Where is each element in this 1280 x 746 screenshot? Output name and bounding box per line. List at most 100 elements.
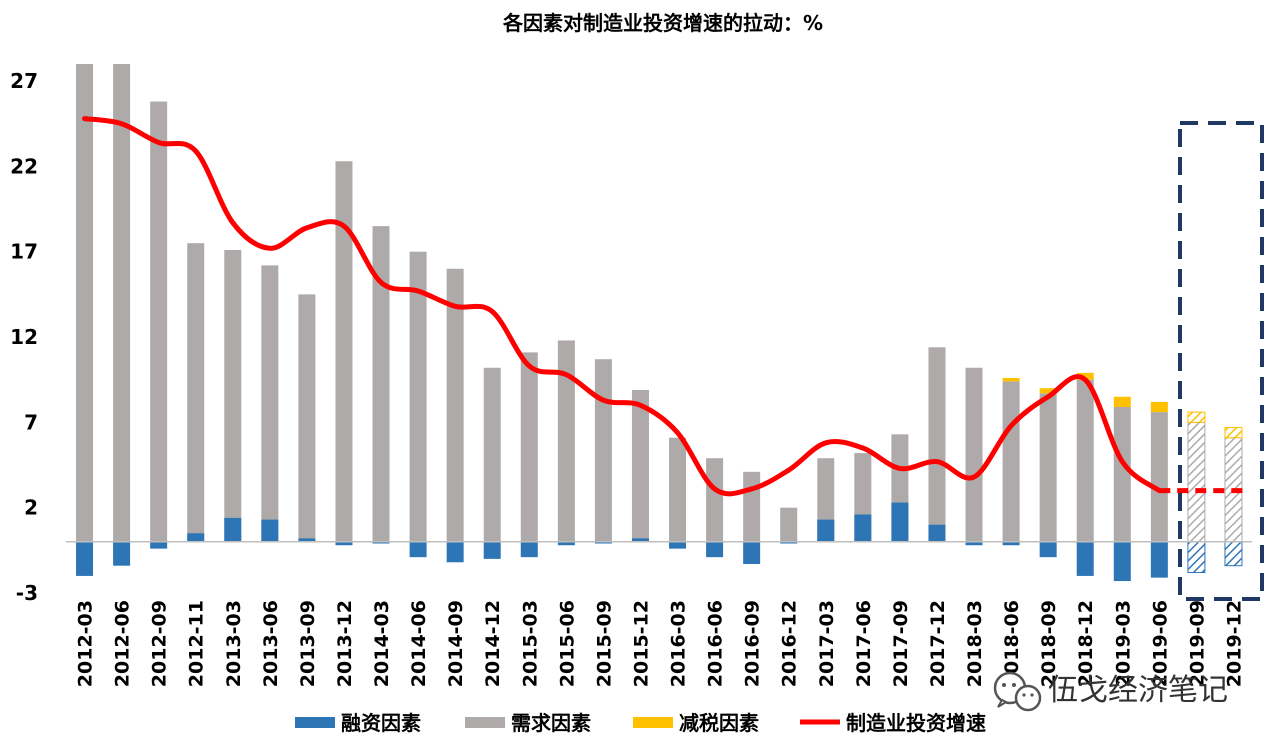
bar-demand: [1187, 421, 1206, 543]
x-tick-label: 2013-09: [297, 600, 319, 687]
growth-line: [82, 116, 1248, 497]
bar-financing: [669, 541, 687, 549]
y-tick-label: 7: [24, 410, 38, 434]
x-tick-label: 2018-12: [1075, 600, 1097, 687]
bar-demand: [743, 471, 761, 542]
x-tick-label: 2019-09: [1186, 600, 1208, 687]
bar-demand: [224, 250, 242, 542]
y-tick-label: 27: [10, 69, 38, 93]
bar-tax: [1002, 377, 1020, 382]
bar-financing: [520, 541, 538, 558]
bar-financing: [594, 541, 612, 544]
bar-financing: [409, 541, 427, 558]
bar-tax: [1150, 401, 1168, 413]
x-tick-label: 2016-03: [668, 600, 690, 687]
bars: [76, 64, 1243, 582]
bar-demand: [520, 352, 538, 542]
x-tick-label: 2012-11: [186, 600, 208, 687]
x-tick-label: 2013-06: [260, 600, 282, 687]
x-tick-label: 2019-12: [1223, 600, 1245, 687]
bar-demand: [113, 64, 131, 542]
y-tick-label: 12: [10, 325, 38, 349]
bar-financing: [965, 541, 983, 546]
x-tick-label: 2019-03: [1112, 600, 1134, 687]
bar-demand: [631, 389, 649, 542]
x-tick-label: 2015-06: [556, 600, 578, 687]
legend-swatch: [465, 717, 505, 728]
x-axis: 2012-03 2012-06 2012-09 2012-11 2013-03 2013-…: [75, 600, 1246, 687]
bar-financing: [150, 541, 168, 549]
x-tick-label: 2014-12: [482, 600, 504, 687]
growth-line-actual: [82, 116, 1162, 497]
bar-demand: [150, 101, 168, 542]
x-tick-label: 2017-09: [890, 600, 912, 687]
bar-demand: [669, 437, 687, 542]
bar-financing: [298, 538, 316, 542]
bar-financing: [187, 533, 205, 542]
bar-demand: [965, 367, 983, 542]
bar-demand: [780, 507, 798, 542]
bar-demand: [335, 161, 353, 542]
legend-label: 需求因素: [511, 711, 591, 735]
bar-demand: [187, 243, 205, 542]
x-tick-label: 2017-03: [816, 600, 838, 687]
bar-financing: [224, 517, 242, 542]
x-tick-label: 2015-12: [630, 600, 652, 687]
y-axis: 27 22 17 12 7 2 -3: [10, 69, 38, 605]
bar-demand: [261, 265, 279, 542]
bar-demand: [1039, 393, 1057, 542]
bar-financing: [1076, 541, 1094, 576]
x-tick-label: 2016-06: [705, 600, 727, 687]
bar-demand: [1113, 406, 1131, 542]
legend-label: 减税因素: [679, 711, 759, 735]
bar-demand: [446, 268, 464, 542]
y-tick-label: -3: [16, 581, 38, 605]
x-tick-label: 2019-06: [1149, 600, 1171, 687]
bar-financing: [261, 519, 279, 542]
x-tick-label: 2014-06: [408, 600, 430, 687]
bar-financing: [1150, 541, 1168, 578]
y-tick-label: 2: [24, 496, 38, 520]
bar-financing: [113, 541, 131, 566]
legend-label: 制造业投资增速: [846, 711, 986, 735]
x-tick-label: 2017-12: [927, 600, 949, 687]
x-tick-label: 2013-12: [334, 600, 356, 687]
bar-financing: [780, 541, 798, 544]
x-tick-label: 2017-06: [853, 600, 875, 687]
bar-demand: [557, 340, 575, 542]
x-tick-label: 2015-03: [519, 600, 541, 687]
bar-financing: [372, 541, 390, 544]
bar-financing: [817, 519, 835, 542]
bar-demand: [706, 458, 724, 542]
bar-financing: [1002, 541, 1020, 546]
x-tick-label: 2014-09: [445, 600, 467, 687]
legend: 融资因素 需求因素 减税因素 制造业投资增速: [295, 711, 986, 735]
x-tick-label: 2016-09: [742, 600, 764, 687]
bar-financing: [706, 541, 724, 558]
bar-tax: [1113, 396, 1131, 407]
bar-tax: [1076, 372, 1094, 380]
x-tick-label: 2015-09: [593, 600, 615, 687]
bar-demand: [594, 359, 612, 542]
bar-demand: [76, 64, 94, 542]
y-tick-label: 22: [10, 154, 38, 178]
bar-demand: [483, 367, 501, 542]
x-tick-label: 2012-09: [149, 600, 171, 687]
bar-financing: [928, 524, 946, 542]
bar-financing: [76, 541, 94, 576]
forecast-box: [1178, 121, 1264, 601]
legend-swatch: [295, 717, 335, 728]
x-tick-label: 2018-06: [1001, 600, 1023, 687]
bar-financing: [557, 541, 575, 546]
bar-demand: [372, 226, 390, 542]
bar-financing: [483, 541, 501, 559]
bar-financing: [335, 541, 353, 546]
x-tick-label: 2014-03: [371, 600, 393, 687]
legend-swatch: [633, 717, 673, 728]
watermark: 伍戈经济笔记: [993, 671, 1228, 712]
bar-demand: [1002, 381, 1020, 542]
chart-title: 各因素对制造业投资增速的拉动：%: [502, 11, 823, 35]
wechat-icon: [993, 671, 1042, 712]
x-tick-label: 2012-03: [75, 600, 97, 687]
